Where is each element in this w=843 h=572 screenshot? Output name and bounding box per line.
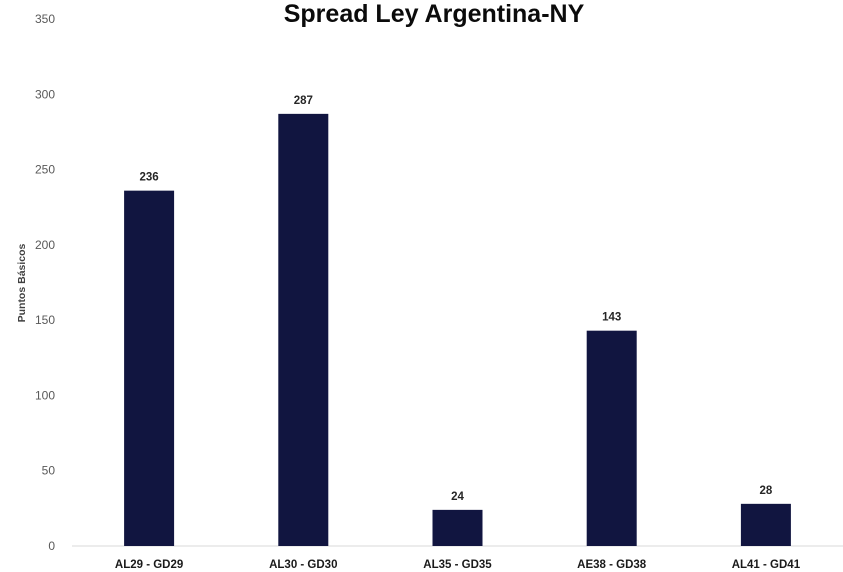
bar [278,113,329,547]
y-tick-label: 150 [35,313,55,327]
chart-title: Spread Ley Argentina-NY [284,0,585,28]
data-label: 236 [140,172,159,184]
x-tick-labels: AL29 - GD29 AL30 - GD30 AL35 - GD35 AE38 - … [115,559,801,571]
data-label: 24 [451,491,464,503]
y-axis-label: Puntos Básicos [16,243,28,322]
bar [124,190,175,546]
y-tick-label: 0 [48,539,55,553]
y-tick-labels: 0 50 100 150 200 250 300 350 [35,12,55,553]
y-tick-label: 300 [35,87,55,101]
data-labels: 236 287 24 143 28 [140,95,773,503]
data-label: 287 [294,95,313,107]
x-tick-label: AL29 - GD29 [115,559,183,571]
x-tick-label: AL41 - GD41 [732,559,801,571]
bar [740,503,791,546]
x-tick-label: AL30 - GD30 [269,559,337,571]
bar-series [124,113,791,547]
x-tick-label: AE38 - GD38 [577,559,647,571]
x-tick-label: AL35 - GD35 [423,559,492,571]
data-label: 28 [760,485,773,497]
y-tick-label: 200 [35,238,55,252]
y-tick-label: 50 [42,464,56,478]
y-tick-label: 350 [35,12,55,26]
bar [586,330,637,546]
y-tick-label: 100 [35,388,55,402]
y-tick-label: 250 [35,163,55,177]
bar [432,509,483,546]
data-label: 143 [602,312,621,324]
